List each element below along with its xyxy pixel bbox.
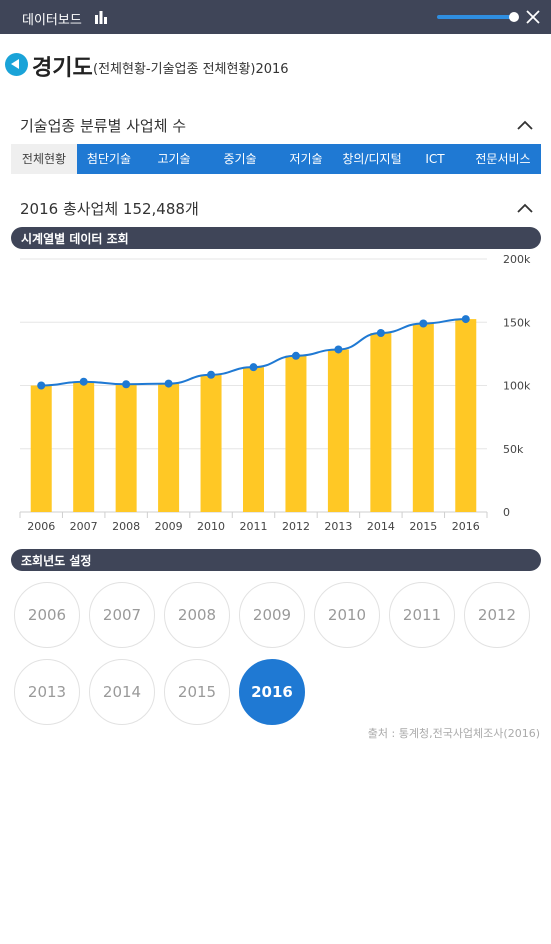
tab-creative-digital[interactable]: 창의/디지털: [342, 152, 402, 166]
tab-overall[interactable]: 전체현황: [11, 144, 77, 174]
point-2006: [37, 381, 46, 390]
point-2013: [334, 345, 343, 354]
total-businesses-title: 2016 총사업체 152,488개: [20, 200, 199, 218]
y-tick-label: 150k: [503, 316, 531, 329]
year-button-2010[interactable]: 2010: [314, 582, 380, 648]
tab-ict[interactable]: ICT: [425, 152, 445, 166]
point-2012: [291, 351, 300, 360]
region-title: 경기도: [32, 56, 93, 81]
bar-2013: [327, 349, 349, 512]
section-title: 기술업종 분류별 사업체 수: [20, 117, 187, 135]
year-button-2007[interactable]: 2007: [89, 582, 155, 648]
point-2014: [376, 329, 385, 338]
x-tick-label: 2014: [367, 520, 395, 533]
year-button-2012[interactable]: 2012: [464, 582, 530, 648]
x-tick-label: 2009: [155, 520, 183, 533]
point-2007: [79, 377, 88, 386]
opacity-slider[interactable]: [437, 10, 521, 24]
point-2016: [461, 315, 470, 324]
x-tick-label: 2013: [324, 520, 352, 533]
close-icon[interactable]: [524, 8, 542, 26]
industry-tabs: 전체현황 첨단기술 고기술 중기술 저기술 창의/디지털 ICT 전문서비스: [11, 144, 541, 174]
year-button-2013[interactable]: 2013: [14, 659, 80, 725]
timeseries-bar: 시계열별 데이터 조회: [11, 227, 541, 249]
timeseries-label: 시계열별 데이터 조회: [21, 232, 129, 246]
tab-high-tech[interactable]: 첨단기술: [86, 152, 132, 166]
x-tick-label: 2015: [409, 520, 437, 533]
bar-2007: [73, 381, 95, 512]
point-2011: [249, 363, 258, 372]
page-header: 경기도 (전체현황-기술업종 전체현황)2016: [5, 50, 545, 81]
bar-2011: [243, 367, 264, 512]
section-industry-header[interactable]: 기술업종 분류별 사업체 수: [20, 115, 535, 139]
point-2008: [122, 380, 131, 389]
point-2009: [164, 379, 173, 388]
year-button-2009[interactable]: 2009: [239, 582, 305, 648]
x-tick-label: 2007: [70, 520, 98, 533]
y-tick-label: 0: [503, 506, 510, 519]
bar-2012: [285, 355, 307, 512]
y-tick-label: 100k: [503, 380, 531, 393]
x-tick-label: 2016: [452, 520, 480, 533]
y-tick-label: 200k: [503, 253, 531, 266]
tab-professional-services[interactable]: 전문서비스: [475, 152, 531, 166]
point-2010: [207, 370, 216, 379]
year-button-2006[interactable]: 2006: [14, 582, 80, 648]
title-bar: 데이터보드: [0, 0, 551, 34]
timeseries-chart: 0 50k 100k 150k 200k 2006 2007 2008 2009 2010 2011…: [19, 253, 531, 533]
bar-2009: [158, 383, 180, 512]
slider-track[interactable]: [437, 15, 513, 19]
section-total-header[interactable]: 2016 총사업체 152,488개: [20, 198, 535, 222]
x-tick-label: 2012: [282, 520, 310, 533]
year-button-2008[interactable]: 2008: [164, 582, 230, 648]
bar-2014: [370, 333, 392, 512]
year-button-2016[interactable]: 2016: [239, 659, 305, 725]
chevron-up-icon[interactable]: [517, 119, 533, 131]
tab-mid-tech[interactable]: 중기술: [223, 152, 257, 166]
y-tick-label: 50k: [503, 443, 524, 456]
x-tick-label: 2011: [240, 520, 268, 533]
bar-2016: [455, 319, 477, 512]
slider-knob[interactable]: [509, 12, 519, 22]
tab-advanced-tech[interactable]: 고기술: [157, 152, 191, 166]
x-tick-label: 2006: [27, 520, 55, 533]
x-tick-label: 2010: [197, 520, 225, 533]
bar-chart-icon[interactable]: [94, 10, 108, 24]
x-tick-label: 2008: [112, 520, 140, 533]
region-subtitle: (전체현황-기술업종 전체현황)2016: [93, 62, 289, 77]
chevron-up-icon[interactable]: [517, 202, 533, 214]
tab-low-tech[interactable]: 저기술: [289, 152, 323, 166]
bar-2008: [115, 384, 137, 512]
source-note: 출처 : 통계청,전국사업체조사(2016): [367, 727, 540, 740]
bar-2006: [30, 385, 52, 512]
point-2015: [419, 319, 428, 328]
app-title: 데이터보드: [22, 13, 82, 28]
year-button-2011[interactable]: 2011: [389, 582, 455, 648]
bar-2015: [412, 323, 434, 512]
year-setting-label: 조회년도 설정: [21, 554, 92, 568]
year-setting-bar: 조회년도 설정: [11, 549, 541, 571]
year-button-2014[interactable]: 2014: [89, 659, 155, 725]
bar-2010: [200, 374, 222, 512]
year-button-2015[interactable]: 2015: [164, 659, 230, 725]
back-arrow-icon[interactable]: [5, 53, 28, 76]
